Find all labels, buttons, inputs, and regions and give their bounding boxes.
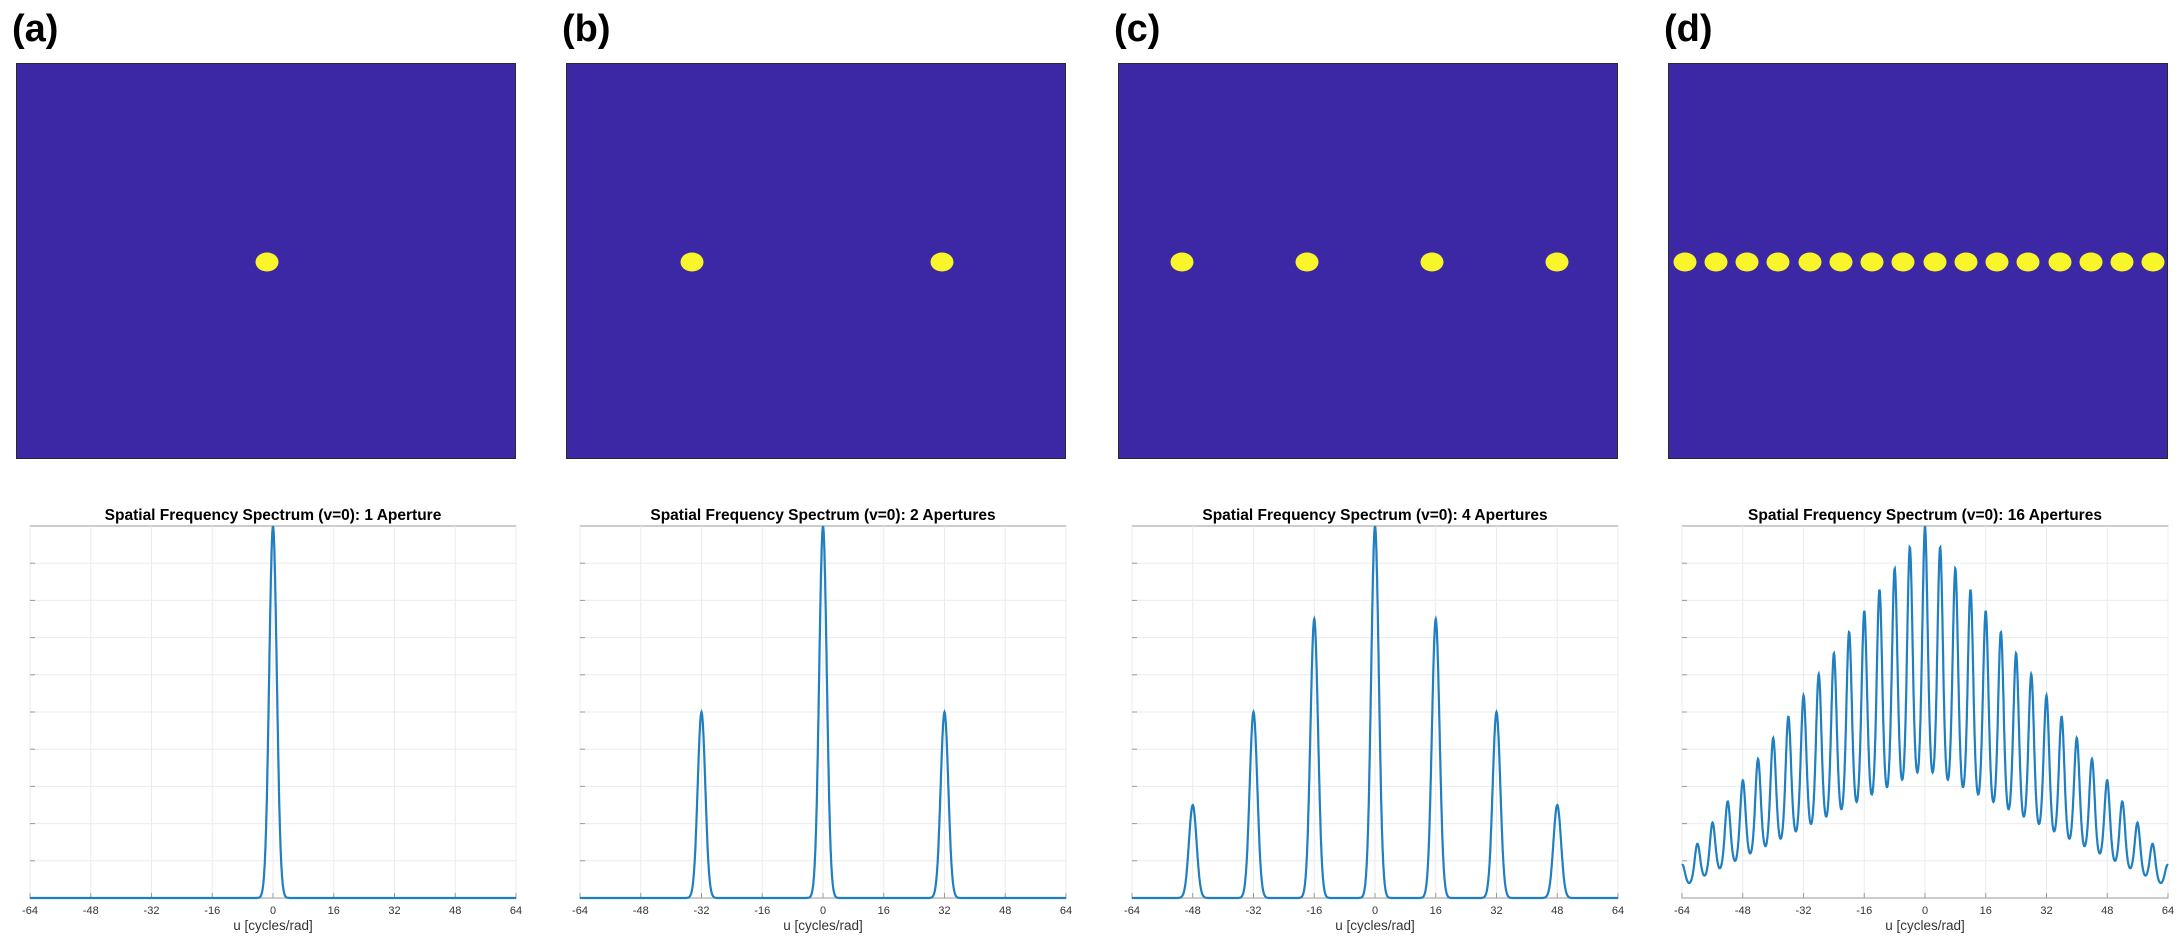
x-tick-label: 0 [1922,905,1928,917]
aperture [1295,253,1318,272]
x-tick-label: 64 [1612,905,1624,917]
aperture-plane [566,63,1066,459]
x-tick-label: 64 [510,905,522,917]
x-tick-label: 16 [328,905,340,917]
x-tick-label: -64 [1124,905,1140,917]
aperture-plane [16,63,516,459]
x-tick-label: -32 [144,905,160,917]
aperture [1829,253,1852,272]
x-tick-label: 48 [1551,905,1563,917]
x-tick-label: 16 [878,905,890,917]
aperture [1673,253,1696,272]
aperture [1798,253,1821,272]
x-axis-label: u [cycles/rad] [233,918,313,933]
aperture [1170,253,1193,272]
x-axis-label: u [cycles/rad] [1885,918,1965,933]
aperture [931,253,954,272]
x-tick-label: -64 [22,905,38,917]
x-tick-label: -64 [1674,905,1690,917]
x-tick-label: -48 [1735,905,1751,917]
aperture-plane [1668,63,2168,459]
aperture [1986,253,2009,272]
chart-title: Spatial Frequency Spectrum (v=0): 1 Aper… [105,507,442,524]
spectrum-chart: -64 -48 -32 -16 0 16 32 48 64 Spatial Frequency S… [0,490,545,950]
aperture [2142,253,2165,272]
x-tick-label: -48 [1185,905,1201,917]
aperture [256,253,279,272]
chart-title: Spatial Frequency Spectrum (v=0): 2 Aper… [650,507,995,524]
spectrum-chart: -64 -48 -32 -16 0 16 32 48 64 Spatial Frequency S… [1102,490,1647,950]
x-tick-label: 48 [2101,905,2113,917]
aperture [1420,253,1443,272]
x-tick-label: -32 [1796,905,1812,917]
panel-d: (d) -64 -48 -32 -16 0 16 32 48 64 Spatial Frequen… [1652,0,2180,950]
aperture [1545,253,1568,272]
x-tick-label: 48 [999,905,1011,917]
x-tick-label: 64 [2162,905,2174,917]
x-tick-label: 0 [270,905,276,917]
x-tick-label: -16 [1306,905,1322,917]
chart-title: Spatial Frequency Spectrum (v=0): 16 Ape… [1748,507,2102,524]
aperture [1892,253,1915,272]
aperture [2079,253,2102,272]
panel-c: (c) -64 -48 -32 -16 0 16 32 48 64 Spatial Frequen… [1102,0,1647,950]
aperture [1704,253,1727,272]
x-tick-label: 32 [1490,905,1502,917]
x-tick-label: -16 [1856,905,1872,917]
x-tick-label: -48 [83,905,99,917]
x-tick-label: 48 [449,905,461,917]
aperture [681,253,704,272]
panel-label: (c) [1114,8,1160,51]
spectrum-chart: -64 -48 -32 -16 0 16 32 48 64 Spatial Frequency S… [550,490,1095,950]
panel-label: (b) [562,8,611,51]
aperture [1923,253,1946,272]
panel-label: (d) [1664,8,1713,51]
x-tick-label: 16 [1430,905,1442,917]
aperture [2017,253,2040,272]
aperture-plane [1118,63,1618,459]
panel-label: (a) [12,8,58,51]
spectrum-chart: -64 -48 -32 -16 0 16 32 48 64 Spatial Frequency S… [1652,490,2180,950]
x-tick-label: -32 [694,905,710,917]
x-tick-label: -16 [754,905,770,917]
x-axis-label: u [cycles/rad] [1335,918,1415,933]
aperture [1767,253,1790,272]
x-tick-label: 32 [2040,905,2052,917]
aperture [2111,253,2134,272]
x-axis-label: u [cycles/rad] [783,918,863,933]
x-tick-label: -64 [572,905,588,917]
x-tick-label: 0 [820,905,826,917]
x-tick-label: 0 [1372,905,1378,917]
chart-title: Spatial Frequency Spectrum (v=0): 4 Aper… [1202,507,1547,524]
aperture [1736,253,1759,272]
aperture [1954,253,1977,272]
x-tick-label: -32 [1246,905,1262,917]
panel-a: (a) -64 -48 -32 -16 0 16 32 48 64 Spatial Frequen… [0,0,545,950]
x-tick-label: 32 [388,905,400,917]
aperture [1861,253,1884,272]
x-tick-label: -48 [633,905,649,917]
x-tick-label: 64 [1060,905,1072,917]
x-tick-label: -16 [204,905,220,917]
x-tick-label: 32 [938,905,950,917]
x-tick-label: 16 [1980,905,1992,917]
aperture [2048,253,2071,272]
panel-b: (b) -64 -48 -32 -16 0 16 32 48 64 Spatial Frequen… [550,0,1095,950]
